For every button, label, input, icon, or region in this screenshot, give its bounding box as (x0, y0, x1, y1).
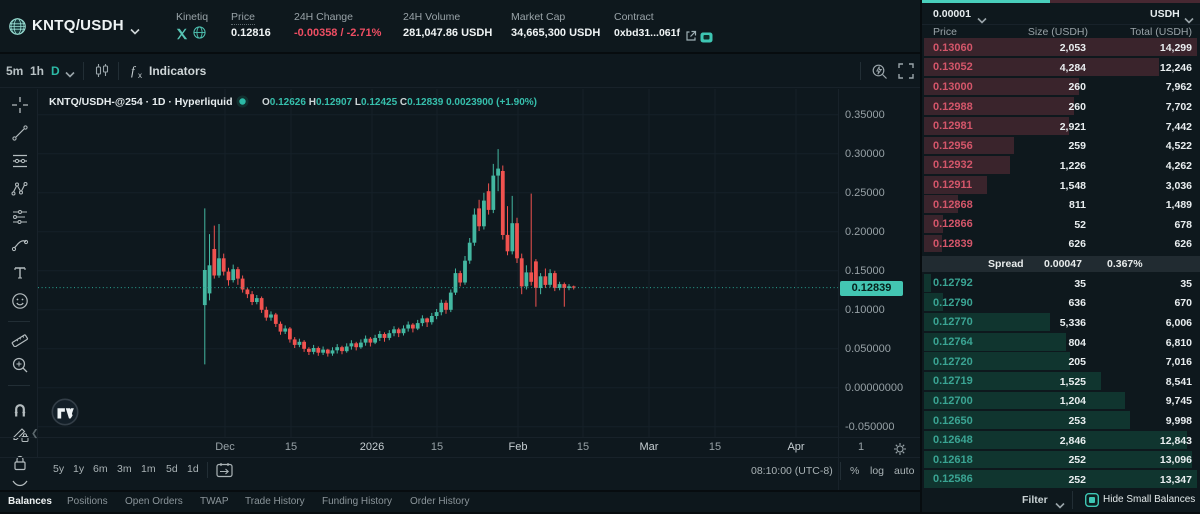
svg-text:f: f (131, 63, 137, 78)
svg-text:x: x (138, 71, 142, 79)
